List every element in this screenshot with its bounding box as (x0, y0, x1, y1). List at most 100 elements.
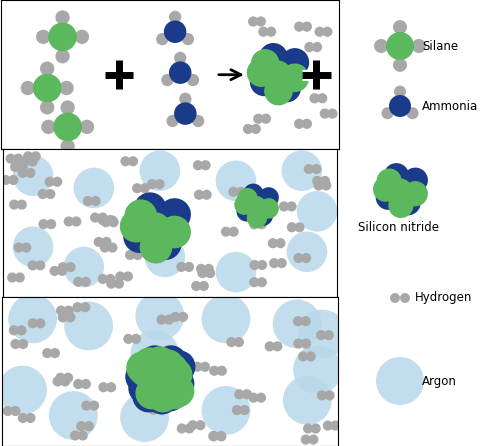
Circle shape (44, 177, 54, 187)
Circle shape (30, 151, 41, 161)
Circle shape (130, 330, 179, 379)
Circle shape (256, 17, 266, 27)
Circle shape (164, 21, 186, 43)
Circle shape (0, 366, 47, 414)
Circle shape (286, 201, 296, 211)
Circle shape (194, 190, 204, 200)
Circle shape (70, 430, 80, 441)
Circle shape (198, 281, 209, 291)
Circle shape (300, 434, 311, 445)
Circle shape (269, 258, 279, 268)
Circle shape (52, 376, 62, 387)
Circle shape (56, 49, 70, 63)
Circle shape (154, 345, 188, 378)
Circle shape (193, 160, 203, 170)
Circle shape (90, 212, 100, 223)
Circle shape (330, 421, 340, 431)
Circle shape (21, 243, 32, 252)
Circle shape (64, 216, 74, 227)
Circle shape (73, 277, 84, 287)
Circle shape (303, 423, 313, 434)
Circle shape (13, 153, 24, 164)
Circle shape (105, 215, 116, 225)
Circle shape (310, 93, 320, 103)
Circle shape (148, 405, 158, 415)
Circle shape (13, 227, 54, 267)
Text: Argon: Argon (422, 375, 457, 388)
Circle shape (108, 217, 118, 227)
Circle shape (64, 247, 104, 287)
Circle shape (56, 306, 66, 316)
Circle shape (228, 187, 238, 197)
Circle shape (26, 168, 36, 178)
Circle shape (234, 194, 255, 215)
Circle shape (161, 355, 194, 387)
Circle shape (394, 86, 406, 98)
Circle shape (412, 39, 426, 53)
Circle shape (100, 243, 110, 252)
Circle shape (98, 382, 108, 392)
Circle shape (9, 199, 19, 210)
Circle shape (100, 215, 110, 226)
Circle shape (248, 17, 258, 27)
Circle shape (52, 177, 62, 187)
Circle shape (74, 30, 89, 44)
Circle shape (268, 238, 278, 248)
Circle shape (60, 139, 75, 153)
Circle shape (259, 43, 288, 72)
Circle shape (7, 273, 17, 283)
Circle shape (42, 348, 52, 358)
Circle shape (28, 157, 38, 167)
Circle shape (278, 52, 307, 81)
Circle shape (294, 253, 304, 263)
Circle shape (382, 107, 394, 119)
Circle shape (390, 293, 400, 303)
Circle shape (316, 330, 326, 340)
Text: Silane: Silane (422, 40, 458, 53)
Circle shape (35, 260, 45, 270)
Circle shape (250, 67, 278, 96)
Circle shape (174, 102, 197, 125)
Circle shape (168, 228, 178, 239)
Circle shape (401, 171, 426, 196)
Circle shape (314, 27, 325, 37)
Circle shape (192, 115, 204, 127)
Circle shape (131, 334, 141, 344)
Circle shape (146, 382, 178, 414)
Circle shape (10, 339, 20, 349)
Circle shape (108, 215, 118, 226)
Circle shape (10, 162, 20, 172)
Circle shape (158, 216, 191, 248)
Circle shape (388, 178, 412, 204)
Circle shape (13, 156, 54, 196)
Circle shape (162, 375, 194, 407)
Circle shape (8, 294, 57, 343)
Circle shape (216, 161, 256, 201)
Circle shape (320, 176, 330, 186)
Circle shape (149, 227, 182, 260)
Circle shape (266, 27, 276, 37)
Circle shape (33, 74, 62, 102)
Circle shape (49, 391, 98, 440)
Circle shape (90, 196, 101, 206)
Circle shape (18, 339, 28, 349)
Circle shape (314, 181, 324, 190)
Circle shape (226, 337, 236, 347)
Circle shape (376, 169, 402, 194)
Circle shape (246, 210, 256, 220)
Circle shape (178, 312, 188, 322)
Circle shape (63, 372, 73, 383)
Circle shape (154, 179, 164, 189)
Circle shape (176, 228, 186, 239)
Circle shape (254, 210, 264, 220)
Circle shape (257, 190, 278, 211)
Circle shape (156, 405, 166, 415)
Circle shape (58, 262, 68, 272)
Circle shape (321, 181, 332, 190)
Circle shape (250, 124, 261, 134)
Circle shape (192, 362, 202, 372)
Circle shape (312, 164, 322, 174)
Circle shape (304, 42, 314, 52)
Circle shape (60, 100, 75, 115)
Circle shape (232, 405, 242, 415)
